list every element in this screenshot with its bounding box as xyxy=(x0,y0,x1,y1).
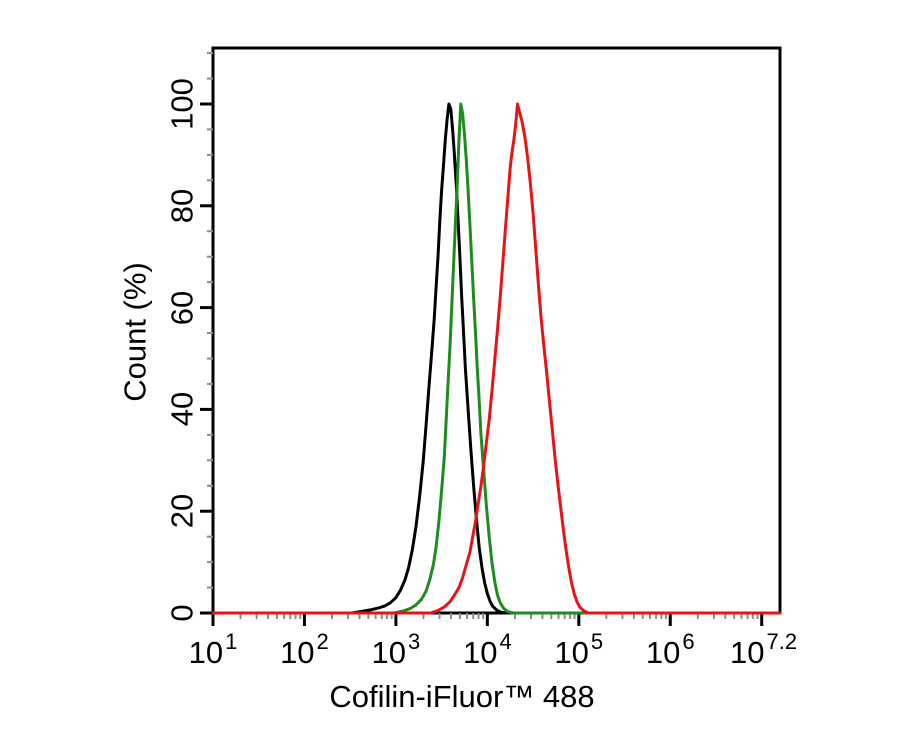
x-tick-base: 10 xyxy=(645,635,681,670)
x-tick-exponent: 4 xyxy=(499,629,512,654)
x-tick-base: 10 xyxy=(462,635,498,670)
y-tick-label: 40 xyxy=(164,392,200,427)
x-tick-base: 10 xyxy=(280,635,315,670)
x-tick-exponent: 3 xyxy=(408,629,421,654)
y-tick-label: 60 xyxy=(164,290,200,325)
x-tick-exponent: 5 xyxy=(590,629,604,654)
x-tick-label: 107.2 xyxy=(729,629,798,670)
x-tick-label: 105 xyxy=(554,629,604,670)
x-tick-base: 10 xyxy=(729,635,765,670)
x-tick-base: 10 xyxy=(188,635,224,670)
y-tick-label: 80 xyxy=(164,188,200,224)
x-tick-label: 101 xyxy=(188,629,238,670)
y-axis-title: Count (%) xyxy=(117,262,153,402)
x-tick-label: 103 xyxy=(371,629,421,670)
x-tick-base: 10 xyxy=(554,635,589,670)
series-black-curve xyxy=(211,102,782,615)
x-tick-label: 102 xyxy=(280,629,329,670)
y-tick-label: 0 xyxy=(164,604,200,622)
x-axis-title: Cofilin-iFluor™ 488 xyxy=(329,679,595,714)
x-tick-label: 106 xyxy=(645,629,695,670)
y-tick-label: 100 xyxy=(164,78,200,130)
x-tick-base: 10 xyxy=(371,635,407,670)
x-tick-exponent: 2 xyxy=(316,629,329,654)
x-tick-exponent: 1 xyxy=(225,629,238,654)
series-green-curve xyxy=(211,102,782,615)
x-tick-label: 104 xyxy=(462,629,512,670)
y-tick-label: 20 xyxy=(164,493,200,529)
x-tick-exponent: 7.2 xyxy=(766,629,798,654)
x-tick-exponent: 6 xyxy=(682,629,695,654)
series-red-curve xyxy=(211,102,782,615)
plot-frame xyxy=(211,46,782,615)
